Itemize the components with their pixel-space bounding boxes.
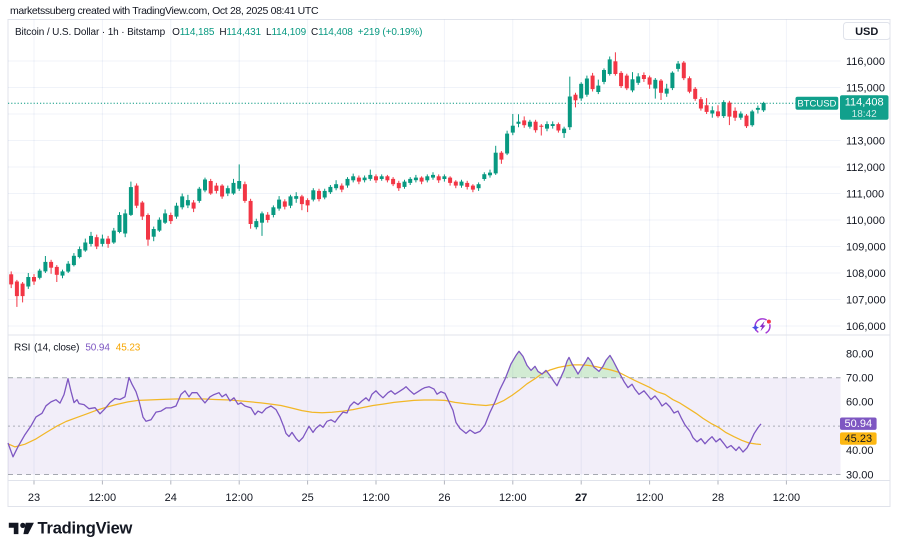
svg-text:12:00: 12:00 [89, 492, 117, 504]
svg-text:30.00: 30.00 [846, 469, 874, 481]
svg-text:115,000: 115,000 [846, 82, 885, 94]
svg-text:25: 25 [301, 492, 313, 504]
svg-text:111,000: 111,000 [846, 188, 884, 200]
svg-text:marketssuberg created with Tra: marketssuberg created with TradingView.c… [10, 5, 319, 17]
svg-text:27: 27 [575, 492, 587, 504]
svg-text:TradingView: TradingView [38, 519, 133, 537]
svg-text:12:00: 12:00 [499, 492, 527, 504]
svg-text:12:00: 12:00 [636, 492, 664, 504]
svg-text:80.00: 80.00 [846, 348, 874, 360]
svg-text:109,000: 109,000 [846, 241, 886, 253]
svg-text:50.94: 50.94 [845, 418, 873, 430]
svg-text:23: 23 [28, 492, 40, 504]
svg-text:12:00: 12:00 [773, 492, 801, 504]
svg-text:26: 26 [438, 492, 450, 504]
svg-text:107,000: 107,000 [846, 294, 886, 306]
svg-text:108,000: 108,000 [846, 268, 886, 280]
svg-text:112,000: 112,000 [846, 162, 885, 174]
svg-text:45.23: 45.23 [845, 433, 873, 445]
svg-text:12:00: 12:00 [225, 492, 253, 504]
svg-text:28: 28 [712, 492, 724, 504]
svg-text:106,000: 106,000 [846, 321, 886, 333]
svg-text:70.00: 70.00 [846, 373, 874, 385]
svg-text:40.00: 40.00 [846, 445, 874, 457]
svg-text:113,000: 113,000 [846, 135, 885, 147]
svg-text:24: 24 [165, 492, 177, 504]
svg-text:Bitcoin / U.S. Dollar · 1h · B: Bitcoin / U.S. Dollar · 1h · Bitstamp O11… [15, 27, 422, 38]
svg-text:60.00: 60.00 [846, 397, 874, 409]
svg-text:116,000: 116,000 [846, 56, 885, 68]
svg-text:18:42: 18:42 [852, 109, 877, 120]
svg-text:BTCUSD: BTCUSD [797, 99, 836, 110]
svg-text:114,408: 114,408 [845, 97, 884, 109]
svg-text:USD: USD [855, 26, 878, 38]
svg-text:12:00: 12:00 [362, 492, 390, 504]
svg-text:110,000: 110,000 [846, 215, 885, 227]
